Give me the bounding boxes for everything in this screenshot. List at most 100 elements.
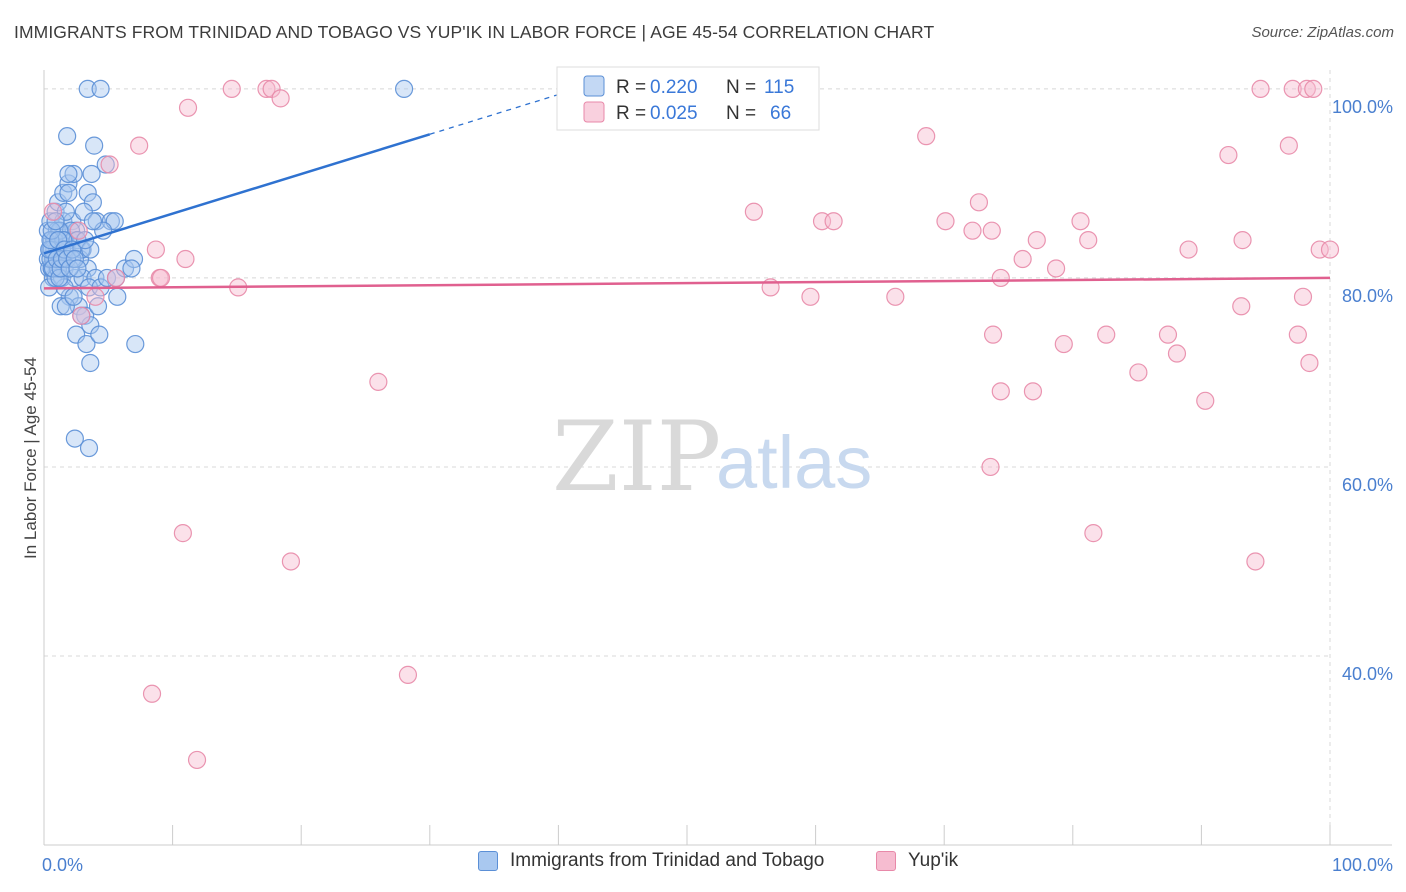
pink-point-11 xyxy=(151,268,171,288)
pink-point-18 xyxy=(173,524,192,543)
pink-point-48 xyxy=(1219,145,1238,165)
pink-point-29 xyxy=(1013,249,1032,269)
pink-point-52 xyxy=(1129,363,1148,382)
pink-point-20 xyxy=(398,665,418,684)
source-label: Source: ZipAtlas.com xyxy=(1251,24,1394,41)
bottom-legend-swatch-blue xyxy=(478,851,498,871)
blue-point-77 xyxy=(108,287,127,306)
pink-point-16 xyxy=(72,306,91,325)
blue-point-28 xyxy=(64,164,83,184)
blue-point-38 xyxy=(51,297,70,316)
pink-point-34 xyxy=(1071,212,1090,231)
pink-point-65 xyxy=(886,287,905,306)
bottom-legend: Immigrants from Trinidad and Tobago Yup'… xyxy=(0,850,1406,880)
series-blue-points xyxy=(38,79,414,458)
pink-point-28 xyxy=(969,193,989,212)
pink-point-17 xyxy=(369,372,388,391)
pink-point-40 xyxy=(1283,79,1302,99)
blue-point-46 xyxy=(65,429,84,448)
blue-point-50 xyxy=(59,164,78,184)
pink-point-3 xyxy=(130,136,149,155)
pink-point-23 xyxy=(744,202,763,221)
pink-point-36 xyxy=(991,268,1010,288)
pink-point-56 xyxy=(981,457,1000,477)
blue-point-44 xyxy=(90,325,109,344)
pink-point-47 xyxy=(1320,240,1340,259)
trend-line-pink xyxy=(43,276,1331,290)
legend-r-value-pink: 0.025 xyxy=(650,103,698,124)
legend-n-label-pink: N = xyxy=(726,103,756,124)
blue-point-113 xyxy=(56,297,75,316)
blue-point-107 xyxy=(68,259,87,278)
pink-point-32 xyxy=(983,325,1003,344)
legend-n-value-pink: 66 xyxy=(770,103,791,124)
blue-point-57 xyxy=(87,212,106,231)
pink-point-50 xyxy=(1196,391,1215,410)
pink-point-49 xyxy=(1232,297,1251,316)
bottom-legend-label-blue: Immigrants from Trinidad and Tobago xyxy=(510,850,825,871)
pink-point-31 xyxy=(982,221,1001,240)
axes xyxy=(43,70,1392,846)
legend-n-label-blue: N = xyxy=(726,77,756,98)
blue-point-75 xyxy=(122,259,141,278)
blue-point-51 xyxy=(82,164,101,184)
blue-point-45 xyxy=(81,353,100,373)
pink-point-25 xyxy=(824,212,843,231)
pink-point-1 xyxy=(69,221,88,240)
bottom-legend-item-pink: Yup'ik xyxy=(876,850,958,872)
pink-point-6 xyxy=(257,79,276,99)
pink-point-39 xyxy=(1233,231,1252,250)
blue-point-47 xyxy=(79,438,99,458)
y-tick-label-2: 80.0% xyxy=(1342,286,1393,306)
legend-swatch-pink xyxy=(583,101,605,123)
pink-point-35 xyxy=(1079,231,1098,250)
pink-point-37 xyxy=(1046,259,1066,278)
blue-point-64 xyxy=(81,240,100,259)
legend-swatch-blue xyxy=(583,75,605,97)
y-tick-label-3: 100.0% xyxy=(1332,97,1393,117)
pink-point-42 xyxy=(1304,79,1323,99)
pink-point-59 xyxy=(1246,552,1265,571)
pink-point-57 xyxy=(991,382,1010,401)
blue-point-110 xyxy=(78,79,97,99)
blue-point-67 xyxy=(73,268,92,288)
pink-point-43 xyxy=(1251,79,1270,99)
pink-point-2 xyxy=(100,155,119,174)
pink-point-8 xyxy=(271,89,290,108)
pink-point-22 xyxy=(187,750,207,770)
pink-point-44 xyxy=(1279,136,1298,155)
y-axis-title: In Labor Force | Age 45-54 xyxy=(21,357,40,559)
pink-point-26 xyxy=(917,127,936,146)
blue-point-55 xyxy=(59,183,78,202)
blue-point-52 xyxy=(96,155,115,174)
pink-point-15 xyxy=(86,287,105,306)
pink-point-62 xyxy=(1300,353,1319,373)
blue-point-104 xyxy=(60,259,79,278)
pink-point-55 xyxy=(1023,382,1043,401)
x-tick-label-0: 0.0% xyxy=(42,855,83,875)
pink-point-19 xyxy=(281,552,301,571)
blue-point-43 xyxy=(77,334,96,354)
y-tick-label-1: 60.0% xyxy=(1342,475,1393,495)
chart-title: IMMIGRANTS FROM TRINIDAD AND TOBAGO VS Y… xyxy=(14,22,935,42)
pink-point-64 xyxy=(801,287,820,306)
blue-point-26 xyxy=(54,183,73,202)
pink-point-46 xyxy=(1310,240,1329,259)
bottom-legend-item-blue: Immigrants from Trinidad and Tobago xyxy=(478,850,824,872)
y-tick-label-0: 40.0% xyxy=(1342,664,1393,684)
blue-point-109 xyxy=(83,212,102,231)
pink-point-61 xyxy=(1158,325,1178,344)
pink-point-54 xyxy=(1054,334,1073,354)
blue-point-33 xyxy=(78,259,97,278)
blue-point-27 xyxy=(59,174,78,193)
pink-point-41 xyxy=(1297,79,1316,99)
watermark: ZIP atlas xyxy=(552,401,872,513)
stats-legend: R = 0.220 N = 115 R = 0.025 N = 66 xyxy=(556,66,820,131)
legend-n-value-blue: 115 xyxy=(764,77,794,98)
pink-point-53 xyxy=(1097,325,1116,344)
blue-point-114 xyxy=(64,287,83,306)
blue-point-111 xyxy=(91,79,110,99)
pink-point-33 xyxy=(963,221,982,240)
legend-r-label-blue: R = xyxy=(616,77,646,98)
blue-point-94 xyxy=(41,231,60,250)
